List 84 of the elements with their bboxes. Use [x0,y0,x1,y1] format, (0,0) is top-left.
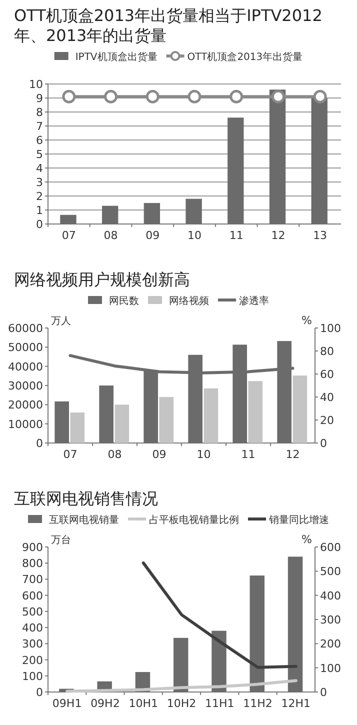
y2-tick-label: 60 [320,368,334,381]
x-tick-label: 08 [108,448,122,461]
bar [292,376,308,443]
y-tick-label: 200 [22,654,43,667]
y-tick-label: 9 [36,92,43,105]
y-tick-label: 1 [36,204,43,217]
x-tick-label: 07 [62,229,76,242]
line-series [142,561,298,669]
legend-label: 渗透率 [239,295,269,307]
legend-label: 占平板电视销量比例 [149,514,239,526]
x-tick-label: 12 [286,448,300,461]
y-tick-label: 900 [22,541,43,554]
y-tick-label: 8 [36,106,43,119]
x-tick-label: 08 [104,229,118,242]
chart-title: OTT机顶盒2013年出货量相当于IPTV2012年、2013年的出货量 [13,6,324,46]
legend-label: IPTV机顶盒出货量 [75,51,158,63]
y2-tick-label: 400 [320,589,341,602]
y2-tick-label: 0 [320,686,327,699]
y-tick-label: 10000 [8,418,43,431]
y-tick-label: 30000 [8,380,43,392]
x-tick-label: 12H1 [281,697,311,710]
x-tick-label: 10H1 [128,697,158,710]
y2-axis-title: % [302,314,312,327]
bar [70,412,85,443]
y-tick-label: 3 [36,176,43,189]
y-tick-label: 300 [22,638,43,651]
x-tick-label: 10 [188,229,202,242]
legend-label: OTT机顶盒2013年出货量 [187,51,303,63]
y-tick-label: 6 [36,134,43,147]
y-tick-label: 600 [22,589,43,602]
bar [248,381,263,443]
y2-tick-label: 40 [320,391,334,404]
y-tick-label: 0 [36,218,43,231]
legend-label: 网络视频 [169,295,209,307]
x-tick-label: 09 [146,229,160,242]
legend-label: 网民数 [109,296,139,307]
y-tick-label: 4 [36,162,43,175]
y-tick-label: 500 [22,605,43,618]
bar [114,404,130,443]
y-axis-title: 万人 [51,316,71,327]
y-tick-label: 60000 [8,322,43,335]
y-tick-label: 400 [22,622,43,635]
y-tick-label: 700 [22,573,43,586]
x-tick-label: 09H2 [90,697,120,710]
y2-tick-label: 20 [320,414,334,427]
legend-label: 销量同比增速 [268,514,329,526]
y-tick-label: 800 [22,557,43,570]
x-tick-label: 07 [63,448,78,461]
y2-tick-label: 100 [320,662,341,675]
x-tick-label: 13 [313,229,328,242]
line-series [66,679,298,693]
y-tick-label: 0 [36,686,43,699]
y2-tick-label: 80 [320,345,334,358]
chart-title: 网络视频用户规模创新高 [13,270,191,290]
x-tick-label: 10 [196,448,211,461]
y2-tick-label: 300 [320,614,341,626]
x-tick-label: 09 [152,448,166,461]
x-tick-label: 11 [241,448,256,461]
bar [159,397,174,443]
y-tick-label: 20000 [8,398,43,412]
x-tick-label: 11H2 [243,697,272,710]
y-tick-label: 50000 [8,341,43,354]
y2-axis-title: % [302,533,312,546]
bar [204,388,218,443]
x-tick-label: 10H2 [166,697,196,710]
y-tick-label: 5 [36,148,43,161]
y-tick-label: 40000 [8,360,43,374]
legend-label: 互联网电视销量 [49,514,119,526]
x-tick-label: 12 [271,229,286,242]
x-tick-label: 11 [229,229,244,242]
y-tick-label: 2 [36,190,43,203]
y2-tick-label: 100 [320,322,341,335]
y-tick-label: 100 [22,670,43,683]
x-tick-label: 11H1 [205,697,234,710]
y2-tick-label: 500 [320,565,341,578]
y-tick-label: 0 [36,437,43,450]
y2-tick-label: 200 [320,638,341,651]
y-axis-title: 万台 [51,534,71,546]
y2-tick-label: 600 [320,541,341,554]
y-tick-label: 7 [36,120,43,133]
y-tick-label: 10 [29,78,43,91]
chart-title: 互联网电视销售情况 [13,489,159,509]
y2-tick-label: 0 [320,437,327,450]
x-tick-label: 09H1 [52,697,82,710]
